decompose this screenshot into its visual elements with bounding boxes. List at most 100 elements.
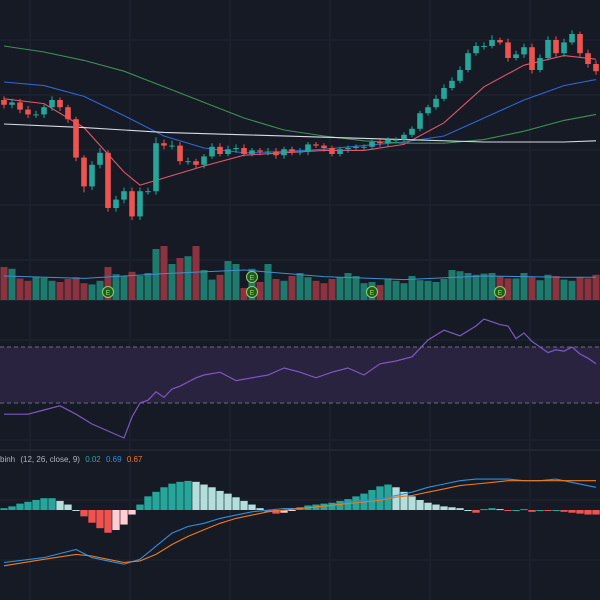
price-panel[interactable] [1, 30, 599, 220]
candle-up[interactable] [489, 35, 495, 49]
candle-up[interactable] [265, 148, 271, 156]
candle-down[interactable] [17, 98, 23, 114]
candle-down[interactable] [273, 148, 279, 159]
candle-up[interactable] [401, 132, 407, 142]
candle-down[interactable] [25, 106, 31, 118]
candle-up[interactable] [225, 145, 231, 157]
candle-up[interactable] [49, 96, 55, 111]
candle-up[interactable] [337, 146, 343, 157]
volume-bar-up [8, 268, 16, 300]
candle-down[interactable] [313, 142, 319, 148]
candle-up[interactable] [89, 161, 95, 190]
macd-legend[interactable]: binh (12, 26, close, 9) 0.02 0.69 0.67 [0, 455, 145, 465]
candle-down[interactable] [65, 104, 71, 123]
candle-up[interactable] [97, 148, 103, 169]
candle-down[interactable] [289, 146, 295, 156]
candle-up[interactable] [201, 154, 207, 169]
candle-down[interactable] [553, 36, 559, 57]
candle-body [273, 151, 279, 156]
candle-down[interactable] [193, 158, 199, 169]
candle-down[interactable] [161, 139, 167, 150]
candle-up[interactable] [409, 126, 415, 138]
candle-down[interactable] [241, 144, 247, 157]
macd-histogram-bar-negative [112, 510, 120, 530]
earnings-marker[interactable]: E [494, 286, 506, 298]
candle-body [553, 40, 559, 54]
candle-down[interactable] [1, 96, 7, 109]
candle-up[interactable] [153, 137, 159, 195]
candle-body [289, 149, 295, 152]
candle-down[interactable] [105, 150, 111, 212]
candle-down[interactable] [529, 43, 535, 74]
candle-up[interactable] [433, 95, 439, 110]
macd-histogram-bar-positive [320, 503, 328, 510]
candle-down[interactable] [505, 38, 511, 62]
candle-up[interactable] [305, 142, 311, 156]
candle-down[interactable] [129, 187, 135, 220]
macd-panel[interactable] [0, 478, 600, 567]
volume-bar-up [184, 256, 192, 300]
rsi-panel[interactable] [0, 318, 600, 439]
candle-down[interactable] [497, 37, 503, 45]
candle-up[interactable] [569, 30, 575, 45]
candle-down[interactable] [593, 60, 599, 75]
candle-up[interactable] [369, 139, 375, 150]
candle-up[interactable] [345, 145, 351, 153]
candle-up[interactable] [41, 104, 47, 118]
candle-up[interactable] [457, 66, 463, 84]
candle-up[interactable] [417, 110, 423, 132]
candle-up[interactable] [561, 38, 567, 57]
candle-up[interactable] [385, 137, 391, 147]
candle-up[interactable] [233, 144, 239, 153]
candle-up[interactable] [137, 187, 143, 220]
candle-up[interactable] [281, 146, 287, 159]
candle-up[interactable] [113, 196, 119, 212]
candle-up[interactable] [33, 110, 39, 118]
earnings-marker[interactable]: E [102, 286, 114, 298]
candle-down[interactable] [321, 143, 327, 152]
candle-up[interactable] [425, 104, 431, 116]
candle-up[interactable] [537, 54, 543, 73]
candle-up[interactable] [353, 144, 359, 151]
candle-up[interactable] [465, 49, 471, 73]
candle-up[interactable] [249, 148, 255, 157]
candle-up[interactable] [481, 42, 487, 50]
candle-up[interactable] [449, 77, 455, 91]
earnings-marker[interactable]: E [246, 271, 258, 283]
candle-up[interactable] [513, 50, 519, 61]
candle-up[interactable] [441, 84, 447, 102]
candle-down[interactable] [217, 143, 223, 157]
candle-down[interactable] [177, 142, 183, 165]
candle-up[interactable] [393, 137, 399, 144]
candle-down[interactable] [257, 148, 263, 156]
candle-down[interactable] [57, 97, 63, 111]
earnings-marker[interactable]: E [246, 286, 258, 298]
volume-bar-up [112, 274, 120, 300]
candle-up[interactable] [473, 42, 479, 56]
candle-up[interactable] [361, 144, 367, 151]
candle-up[interactable] [521, 43, 527, 58]
volume-panel[interactable]: E E E E E [0, 246, 600, 300]
candle-up[interactable] [185, 157, 191, 165]
candle-down[interactable] [81, 155, 87, 193]
candle-down[interactable] [73, 116, 79, 162]
candle-down[interactable] [577, 31, 583, 57]
candle-up[interactable] [145, 187, 151, 195]
candle-body [425, 107, 431, 114]
candle-up[interactable] [209, 143, 215, 159]
volume-bar-up [360, 283, 368, 300]
candle-down[interactable] [377, 139, 383, 147]
candle-up[interactable] [169, 140, 175, 150]
candle-up[interactable] [545, 36, 551, 61]
candle-down[interactable] [329, 145, 335, 157]
volume-bar-down [576, 277, 584, 300]
candle-up[interactable] [297, 148, 303, 156]
macd-histogram-bar-positive [176, 481, 184, 510]
candle-down[interactable] [585, 49, 591, 68]
volume-bar-up [208, 279, 216, 300]
candle-up[interactable] [121, 187, 127, 204]
earnings-marker[interactable]: E [366, 286, 378, 298]
candle-up[interactable] [9, 98, 15, 109]
